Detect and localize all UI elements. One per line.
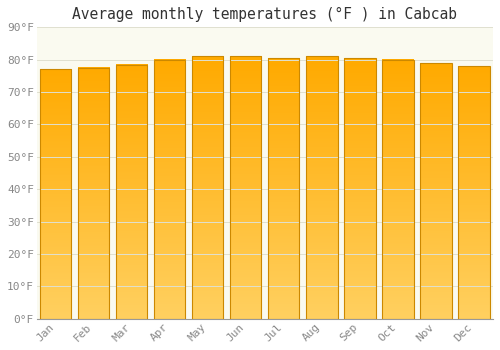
Bar: [420, 63, 452, 319]
Bar: [78, 68, 110, 319]
Bar: [192, 56, 224, 319]
Bar: [344, 58, 376, 319]
Bar: [116, 64, 148, 319]
Bar: [458, 66, 490, 319]
Bar: [306, 56, 338, 319]
Bar: [230, 56, 262, 319]
Title: Average monthly temperatures (°F ) in Cabcab: Average monthly temperatures (°F ) in Ca…: [72, 7, 458, 22]
Bar: [40, 69, 72, 319]
Bar: [268, 58, 300, 319]
Bar: [382, 60, 414, 319]
Bar: [154, 60, 186, 319]
